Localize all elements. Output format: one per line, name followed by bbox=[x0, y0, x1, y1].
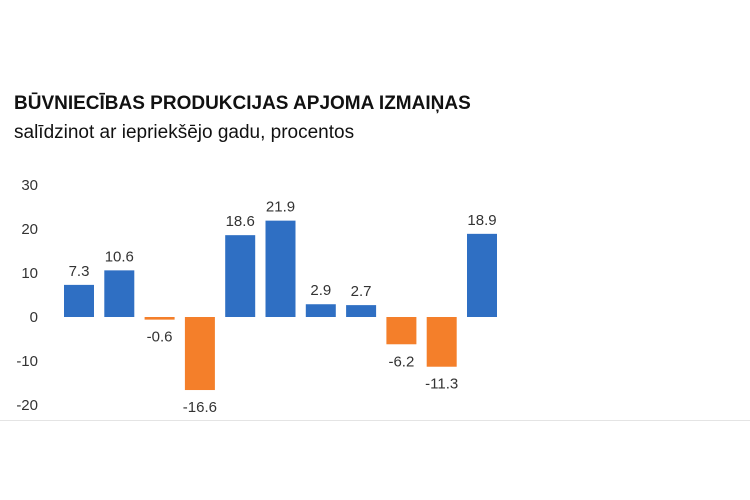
bar bbox=[386, 317, 417, 345]
chart-title: BŪVNIECĪBAS PRODUKCIJAS APJOMA IZMAIŅAS bbox=[14, 93, 471, 114]
data-label: -16.6 bbox=[183, 399, 217, 416]
data-label: 2.7 bbox=[351, 283, 372, 300]
bar bbox=[346, 305, 377, 317]
bar bbox=[225, 235, 256, 317]
divider bbox=[0, 420, 750, 421]
y-tick-label: -10 bbox=[16, 353, 38, 370]
data-label: 18.6 bbox=[226, 213, 255, 230]
data-label: -6.2 bbox=[388, 353, 414, 370]
data-label: 7.3 bbox=[69, 263, 90, 280]
bar bbox=[265, 220, 296, 317]
y-tick-label: 30 bbox=[21, 177, 38, 194]
bar bbox=[144, 317, 175, 320]
data-labels: 7.3 10.6 -0.6 -16.6 18.6 21.9 2.9 2.7 -6.2 -11.3 1… bbox=[69, 199, 497, 416]
bars bbox=[64, 220, 497, 391]
y-tick-label: 20 bbox=[21, 221, 38, 238]
data-label: -11.3 bbox=[425, 376, 458, 393]
y-tick-label: -20 bbox=[16, 397, 38, 414]
bar bbox=[184, 317, 215, 391]
data-label: 21.9 bbox=[266, 199, 295, 216]
data-label: 18.9 bbox=[467, 212, 496, 229]
y-axis: 30 20 10 0 -10 -20 bbox=[16, 177, 38, 414]
bar bbox=[104, 270, 135, 317]
data-label: 2.9 bbox=[310, 282, 331, 299]
data-label: 10.6 bbox=[105, 248, 134, 265]
bar bbox=[467, 233, 497, 317]
bar bbox=[305, 304, 336, 317]
bar bbox=[426, 317, 457, 367]
y-tick-label: 10 bbox=[21, 265, 38, 282]
y-tick-label: 0 bbox=[30, 309, 38, 326]
bar bbox=[64, 284, 94, 317]
data-label: -0.6 bbox=[147, 329, 173, 346]
chart-subtitle: salīdzinot ar iepriekšējo gadu, procento… bbox=[14, 122, 355, 143]
